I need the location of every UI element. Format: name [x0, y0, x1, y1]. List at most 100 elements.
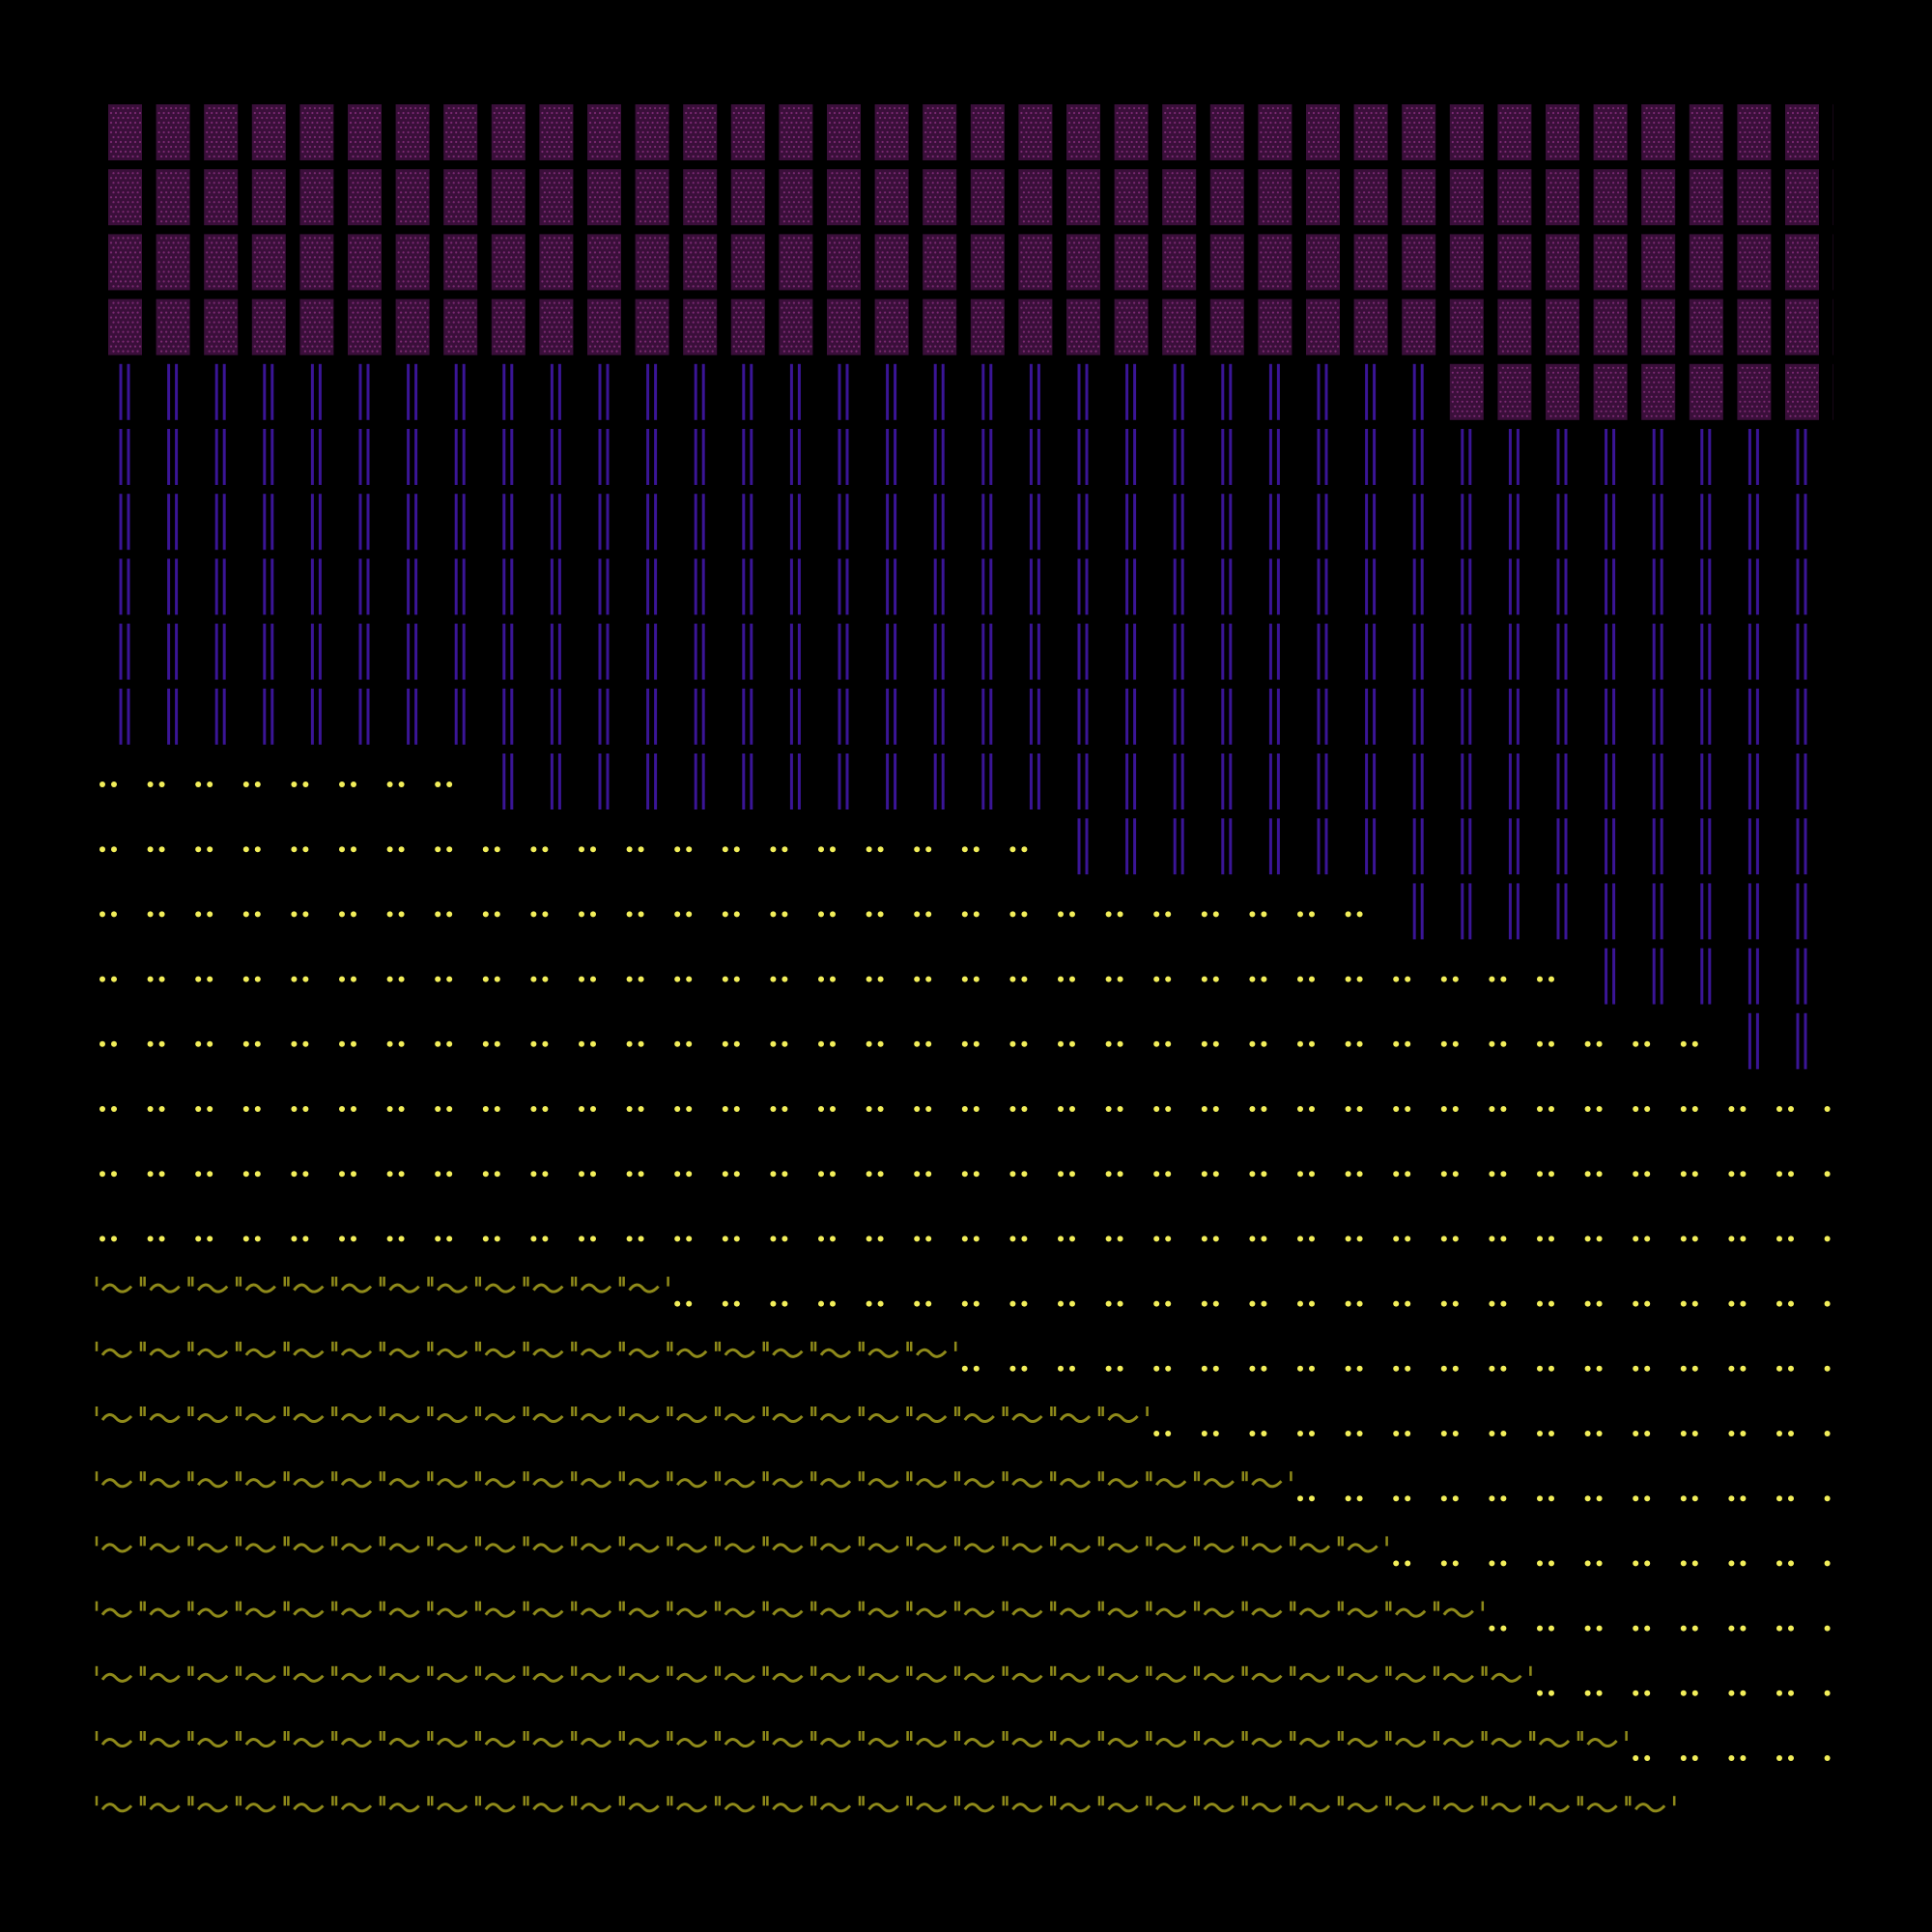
waffle-dot — [1765, 116, 1768, 120]
waffle-dot — [1221, 121, 1224, 125]
waffle-dot — [615, 201, 618, 204]
waffle-dot — [1037, 106, 1039, 110]
waffle-dot — [567, 182, 571, 185]
waffle-dot — [795, 140, 798, 144]
waffle-dot — [1456, 111, 1459, 115]
waffle-dot — [1221, 196, 1224, 199]
waffle-dot — [1027, 116, 1030, 120]
waffle-dot — [1032, 191, 1035, 194]
waffle-dot — [136, 145, 139, 149]
waffle-dot — [1336, 206, 1340, 209]
waffle-dot — [1179, 177, 1181, 180]
waffle-dot — [1324, 220, 1327, 223]
waffle-dot — [211, 140, 213, 144]
waffle-dot — [303, 201, 306, 204]
waffle-dot — [1041, 135, 1044, 139]
waffle-dot — [1379, 140, 1382, 144]
waffle-dot — [182, 150, 185, 154]
waffle-dot — [222, 182, 225, 185]
waffle-dot — [1281, 106, 1284, 110]
waffle-dot — [557, 126, 561, 129]
waffle-dot — [1703, 126, 1706, 129]
waffle-dot — [939, 186, 942, 189]
waffle-dot — [131, 106, 134, 110]
waffle-dot — [747, 111, 750, 115]
waffle-dot — [1266, 191, 1269, 194]
waffle-dot — [1375, 111, 1378, 115]
waffle-dot — [562, 126, 566, 129]
waffle-dot — [1312, 130, 1316, 134]
waffle-dot — [1715, 121, 1718, 125]
waffle-dot — [1310, 145, 1313, 149]
waffle-dot — [424, 116, 427, 120]
waffle-dot — [1077, 150, 1081, 154]
waffle-dot — [397, 206, 400, 209]
waffle-dot — [1070, 145, 1073, 149]
waffle-dot — [213, 106, 215, 110]
waffle-dot — [611, 126, 613, 129]
waffle-dot — [270, 155, 273, 158]
waffle-dot — [1080, 172, 1083, 175]
waffle-dot — [656, 186, 659, 189]
waffle-dot — [1768, 111, 1771, 115]
waffle-dot — [1269, 196, 1272, 199]
waffle-dot — [465, 111, 468, 115]
waffle-dot — [1708, 106, 1711, 110]
waffle-dot — [465, 186, 468, 189]
waffle-dot — [1473, 220, 1476, 223]
waffle-dot — [1748, 121, 1751, 125]
waffle-dot — [330, 150, 333, 154]
waffle-dot — [1470, 186, 1473, 189]
waffle-dot — [1501, 106, 1504, 110]
waffle-dot — [666, 111, 668, 115]
waffle-dot — [1549, 135, 1552, 139]
waffle-dot — [1133, 135, 1136, 139]
waffle-dot — [1219, 155, 1222, 158]
waffle-dot — [603, 140, 607, 144]
waffle-dot — [615, 155, 618, 158]
waffle-dot — [1430, 126, 1433, 129]
waffle-dot — [1576, 130, 1579, 134]
waffle-dot — [167, 140, 170, 144]
waffle-dot — [316, 150, 319, 154]
waffle-dot — [414, 145, 417, 149]
waffle-dot — [785, 186, 788, 189]
waffle-dot — [1236, 196, 1238, 199]
waffle-dot — [1571, 177, 1575, 180]
waffle-dot — [368, 215, 372, 218]
waffle-dot — [1514, 196, 1517, 199]
waffle-dot — [515, 155, 518, 158]
waffle-dot — [740, 191, 743, 194]
waffle-dot — [1791, 111, 1795, 115]
waffle-dot — [206, 206, 209, 209]
waffle-dot — [1087, 177, 1091, 180]
waffle-dot — [752, 150, 754, 154]
waffle-dot — [1289, 206, 1292, 209]
waffle-dot — [842, 196, 846, 199]
waffle-dot — [517, 130, 520, 134]
waffle-dot — [1461, 215, 1463, 218]
waffle-dot — [1176, 201, 1179, 204]
waffle-dot — [617, 215, 621, 218]
waffle-dot — [114, 206, 118, 209]
waffle-dot — [1571, 215, 1575, 218]
waffle-dot — [1408, 111, 1411, 115]
waffle-dot — [1574, 145, 1577, 149]
waffle-dot — [936, 145, 939, 149]
waffle-dot — [593, 140, 597, 144]
waffle-dot — [894, 135, 896, 139]
waffle-dot — [1763, 121, 1766, 125]
waffle-dot — [984, 145, 987, 149]
waffle-dot — [471, 172, 474, 175]
waffle-dot — [641, 150, 644, 154]
waffle-dot — [936, 172, 939, 175]
waffle-dot — [1260, 111, 1263, 115]
waffle-dot — [1549, 155, 1552, 158]
waffle-dot — [1128, 201, 1131, 204]
waffle-dot — [981, 150, 984, 154]
waffle-dot — [1564, 116, 1567, 120]
waffle-dot — [980, 220, 982, 223]
waffle-dot — [1185, 116, 1188, 120]
waffle-dot — [836, 126, 838, 129]
waffle-dot — [1080, 211, 1083, 213]
